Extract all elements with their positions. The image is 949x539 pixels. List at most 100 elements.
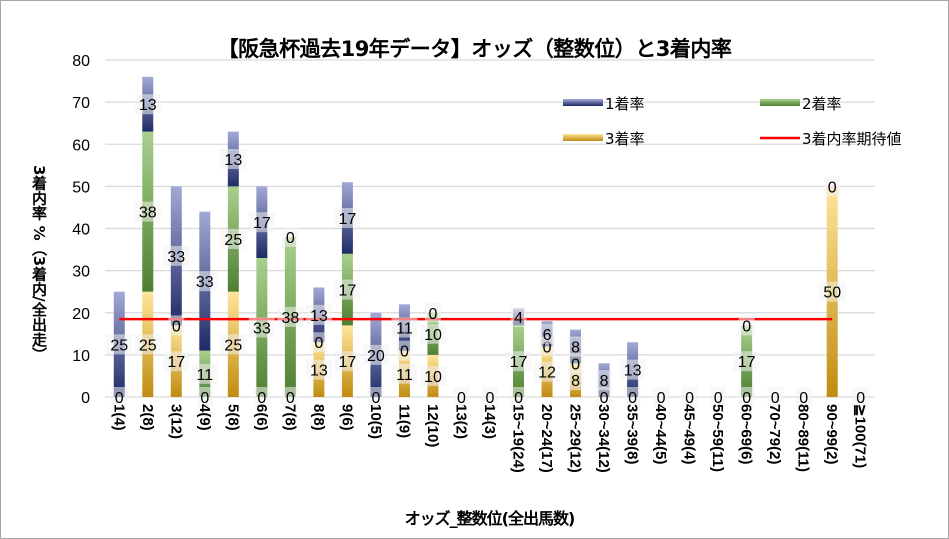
data-label: 0 xyxy=(172,318,181,335)
y-tick-label: 80 xyxy=(72,53,90,70)
data-label-bg xyxy=(220,334,247,355)
data-label: 25 xyxy=(110,337,128,354)
data-label-bg xyxy=(334,279,361,300)
data-label-bg xyxy=(710,387,727,407)
data-label: 0 xyxy=(856,390,865,407)
data-label: 25 xyxy=(139,337,157,354)
y-tick-label: 30 xyxy=(72,264,90,281)
data-label-bg xyxy=(419,323,446,344)
data-label-bg xyxy=(106,334,133,355)
data-label: 10 xyxy=(424,369,442,386)
data-label-bg xyxy=(310,332,327,353)
data-label-bg xyxy=(111,387,128,407)
data-label-bg xyxy=(305,304,332,325)
x-tick-label: 5(8) xyxy=(224,404,241,431)
data-label: 17 xyxy=(339,211,357,228)
x-tick-label: 3(12) xyxy=(167,404,184,439)
data-label-bg xyxy=(453,387,470,407)
x-tick-label: 70~79(2) xyxy=(766,404,783,464)
x-tick-label: 25~29(12) xyxy=(567,404,584,473)
x-tick-label: 14(3) xyxy=(481,404,498,439)
data-label: 0 xyxy=(600,390,609,407)
y-tick-label: 60 xyxy=(72,137,90,154)
y-tick-label: 50 xyxy=(72,179,90,196)
legend-label: 1着率 xyxy=(605,95,645,113)
x-tick-label: 30~34(12) xyxy=(595,404,612,473)
data-label: 50 xyxy=(823,285,841,302)
x-tick-label: 50~59(11) xyxy=(709,404,726,472)
x-tick-label: 35~39(8) xyxy=(624,404,641,464)
data-label-bg xyxy=(681,387,698,407)
data-label: 38 xyxy=(139,205,157,222)
data-label-bg xyxy=(534,361,561,382)
data-label: 10 xyxy=(424,327,442,344)
data-label-bg xyxy=(191,363,218,384)
data-label-bg xyxy=(163,245,190,266)
data-label-bg xyxy=(567,353,584,374)
data-label-bg xyxy=(653,387,670,407)
data-label: 17 xyxy=(253,215,271,232)
data-label-bg xyxy=(510,387,527,407)
legend-1st-rate: 1着率 xyxy=(563,95,645,113)
x-tick-label: 9(6) xyxy=(338,404,355,431)
x-axis-label: オッズ_整数位(全出馬数) xyxy=(404,509,576,528)
x-tick-label: 80~89(11) xyxy=(795,404,812,472)
data-label: 17 xyxy=(510,354,528,371)
legend-swatch xyxy=(760,99,800,106)
legend-2nd-rate: 2着率 xyxy=(760,95,842,113)
data-label: 0 xyxy=(257,390,266,407)
data-label: 0 xyxy=(685,390,694,407)
data-label: 25 xyxy=(224,337,242,354)
data-label-bg xyxy=(134,334,161,355)
data-label-bg xyxy=(482,387,498,407)
data-label: 0 xyxy=(571,356,580,373)
data-label-bg xyxy=(819,281,846,302)
data-label-bg xyxy=(248,317,275,338)
data-label: 0 xyxy=(286,390,295,407)
legend-3rd-rate: 3着率 xyxy=(563,130,645,148)
data-label-bg xyxy=(767,387,784,407)
data-label-bg xyxy=(419,365,446,386)
data-label: 17 xyxy=(738,354,756,371)
data-label-bg xyxy=(391,363,418,384)
data-label: 0 xyxy=(371,390,380,407)
data-label: 0 xyxy=(742,390,751,407)
data-label: 13 xyxy=(310,308,328,325)
data-label: 8 xyxy=(600,373,609,390)
data-label-bg xyxy=(596,387,613,407)
data-label-bg xyxy=(277,306,304,327)
legend-label: 2着率 xyxy=(802,95,842,113)
legend-swatch xyxy=(563,99,603,106)
data-label: 0 xyxy=(514,390,523,407)
data-label-bg xyxy=(334,207,361,228)
data-label: 6 xyxy=(543,327,552,344)
data-label: 4 xyxy=(514,310,523,327)
data-label: 0 xyxy=(429,306,438,323)
data-label: 0 xyxy=(828,179,837,196)
data-label: 0 xyxy=(200,390,209,407)
data-label: 0 xyxy=(657,390,666,407)
data-label-bg xyxy=(795,387,812,407)
data-label-bg xyxy=(282,226,299,247)
x-tick-label: ≧100(71) xyxy=(852,404,869,468)
data-label: 17 xyxy=(339,354,357,371)
data-label: 0 xyxy=(457,390,466,407)
x-tick-label: 7(8) xyxy=(281,404,298,431)
x-tick-label: 11(9) xyxy=(395,404,412,438)
x-tick-label: 4(9) xyxy=(196,404,213,431)
data-label-bg xyxy=(253,387,270,407)
data-label-bg xyxy=(510,306,527,327)
y-tick-label: 20 xyxy=(72,306,90,323)
data-label: 13 xyxy=(224,152,242,169)
data-label-bg xyxy=(567,336,584,357)
data-label-bg xyxy=(391,317,418,338)
data-label-bg xyxy=(738,387,755,407)
y-axis-label: 3着内率 %（3着内/全出走） xyxy=(30,165,48,362)
data-label-bg xyxy=(424,302,441,323)
data-label: 38 xyxy=(281,310,299,327)
data-label-bg xyxy=(334,351,361,372)
data-label: 13 xyxy=(624,363,642,380)
data-label-bg xyxy=(191,271,218,292)
